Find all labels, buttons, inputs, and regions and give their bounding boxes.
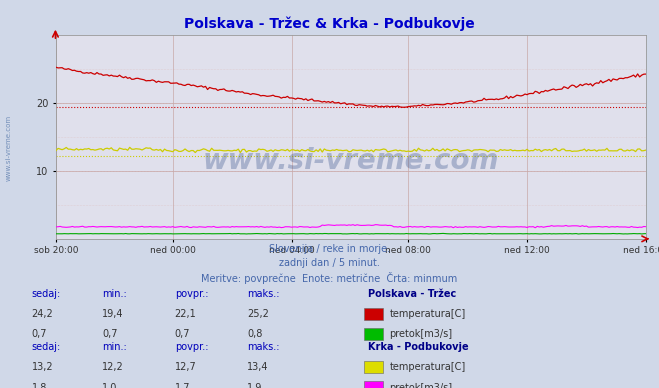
Text: temperatura[C]: temperatura[C] xyxy=(389,362,466,372)
Text: 19,4: 19,4 xyxy=(102,309,124,319)
Text: 1,7: 1,7 xyxy=(175,383,190,388)
Text: 22,1: 22,1 xyxy=(175,309,196,319)
Text: www.si-vreme.com: www.si-vreme.com xyxy=(5,114,12,180)
Text: Krka - Podbukovje: Krka - Podbukovje xyxy=(368,342,469,352)
Text: Polskava - Tržec & Krka - Podbukovje: Polskava - Tržec & Krka - Podbukovje xyxy=(184,17,475,31)
Text: temperatura[C]: temperatura[C] xyxy=(389,309,466,319)
Text: min.:: min.: xyxy=(102,342,127,352)
Text: 24,2: 24,2 xyxy=(32,309,53,319)
Text: maks.:: maks.: xyxy=(247,342,279,352)
Text: sedaj:: sedaj: xyxy=(32,342,61,352)
Text: sedaj:: sedaj: xyxy=(32,289,61,299)
Text: www.si-vreme.com: www.si-vreme.com xyxy=(203,147,499,175)
Text: Slovenija / reke in morje.: Slovenija / reke in morje. xyxy=(269,244,390,254)
Text: povpr.:: povpr.: xyxy=(175,289,208,299)
Text: povpr.:: povpr.: xyxy=(175,342,208,352)
Text: pretok[m3/s]: pretok[m3/s] xyxy=(389,329,453,340)
Text: zadnji dan / 5 minut.: zadnji dan / 5 minut. xyxy=(279,258,380,268)
Text: 0,7: 0,7 xyxy=(32,329,47,340)
Text: 13,2: 13,2 xyxy=(32,362,53,372)
Text: 25,2: 25,2 xyxy=(247,309,269,319)
Text: min.:: min.: xyxy=(102,289,127,299)
Text: 1,0: 1,0 xyxy=(102,383,117,388)
Text: pretok[m3/s]: pretok[m3/s] xyxy=(389,383,453,388)
Text: Meritve: povprečne  Enote: metrične  Črta: minmum: Meritve: povprečne Enote: metrične Črta:… xyxy=(202,272,457,284)
Text: 1,9: 1,9 xyxy=(247,383,262,388)
Text: maks.:: maks.: xyxy=(247,289,279,299)
Text: 0,7: 0,7 xyxy=(102,329,118,340)
Text: 12,7: 12,7 xyxy=(175,362,196,372)
Text: Polskava - Tržec: Polskava - Tržec xyxy=(368,289,456,299)
Text: 1,8: 1,8 xyxy=(32,383,47,388)
Text: 13,4: 13,4 xyxy=(247,362,269,372)
Text: 0,7: 0,7 xyxy=(175,329,190,340)
Text: 12,2: 12,2 xyxy=(102,362,124,372)
Text: 0,8: 0,8 xyxy=(247,329,262,340)
